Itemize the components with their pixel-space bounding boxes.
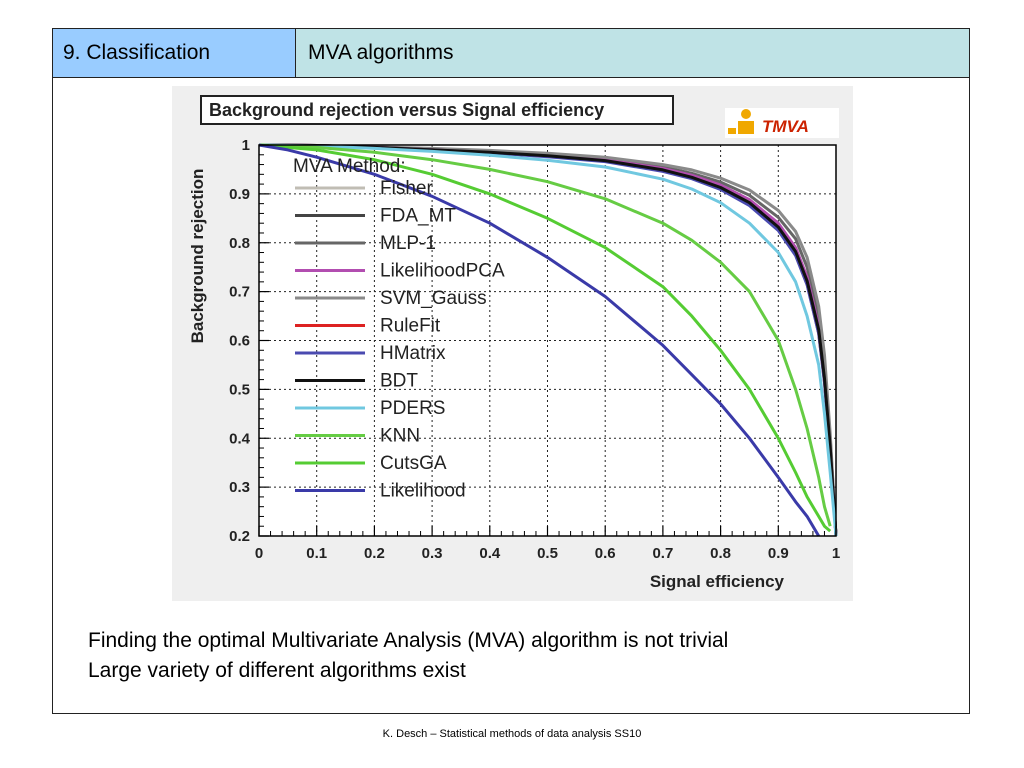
series-lines	[258, 143, 838, 537]
roc-chart-panel: 0 0.1 0.2 0.3 0.4 0.5 0.6 0.7 0.8 0.9 1 0.2 0.3 0.4 0.…	[172, 86, 853, 601]
y-tick-label: 0.6	[229, 333, 250, 350]
chart-title-box	[200, 95, 674, 125]
chart-title: Background rejection versus Signal effic…	[209, 100, 604, 120]
body-line-1: Finding the optimal Multivariate Analysi…	[88, 629, 729, 652]
logo-person-icon	[741, 109, 751, 119]
series-line-cutsga	[258, 143, 832, 533]
logo-block-shape	[728, 128, 736, 134]
legend: MVA Method:Fisher FDA_MT MLP-1 LikelihoodPC…	[293, 156, 505, 502]
x-tick-label: 0.1	[306, 545, 327, 562]
logo-text: TMVA	[762, 117, 809, 136]
legend-label: BDT	[380, 371, 418, 392]
legend-title: MVA Method:	[293, 156, 406, 177]
section-title: 9. Classification	[52, 28, 296, 78]
legend-label: PDERS	[380, 398, 445, 419]
topic-title: MVA algorithms	[295, 28, 970, 78]
body-line-2: Large variety of different algorithms ex…	[88, 659, 466, 682]
x-axis-label: Signal efficiency	[650, 572, 785, 591]
grid-lines	[259, 145, 836, 536]
x-tick-label: 0	[255, 545, 263, 562]
legend-label: KNN	[380, 426, 420, 447]
x-tick-label: 0.7	[652, 545, 673, 562]
series-line-pders	[258, 143, 838, 537]
y-tick-label: 0.7	[229, 284, 250, 301]
x-tick-label: 0.3	[422, 545, 443, 562]
topic-title-text: MVA algorithms	[308, 41, 454, 64]
series-line-likelihood	[258, 143, 820, 537]
axis-ticks: 0 0.1 0.2 0.3 0.4 0.5 0.6 0.7 0.8 0.9 1 0.2 0.3 0.4 0.…	[229, 137, 840, 562]
plot-frame	[258, 144, 837, 537]
y-tick-label: 0.3	[229, 479, 250, 496]
x-tick-label: 0.8	[710, 545, 731, 562]
x-tick-label: 0.4	[479, 545, 501, 562]
legend-label: RuleFit	[380, 316, 441, 337]
y-axis-label: Background rejection	[188, 169, 207, 344]
x-tick-label: 1	[832, 545, 840, 562]
section-title-text: 9. Classification	[63, 41, 211, 64]
y-tick-label: 0.5	[229, 381, 250, 398]
y-tick-label: 0.9	[229, 186, 250, 203]
x-tick-label: 0.2	[364, 545, 385, 562]
y-tick-label: 0.2	[229, 528, 250, 545]
x-tick-label: 0.9	[768, 545, 789, 562]
legend-label: SVM_Gauss	[380, 288, 487, 309]
legend-label: LikelihoodPCA	[380, 261, 505, 282]
x-tick-label: 0.5	[537, 545, 558, 562]
x-tick-label: 0.6	[595, 545, 616, 562]
legend-label: HMatrix	[380, 343, 446, 364]
legend-label: Fisher	[380, 178, 433, 199]
roc-chart: 0 0.1 0.2 0.3 0.4 0.5 0.6 0.7 0.8 0.9 1 0.2 0.3 0.4 0.…	[172, 86, 853, 601]
y-tick-label: 0.4	[229, 430, 251, 447]
logo-body-shape	[738, 121, 754, 134]
legend-label: FDA_MT	[380, 206, 456, 227]
legend-label: MLP-1	[380, 233, 436, 254]
series-line-knn	[258, 143, 832, 527]
y-tick-label: 1	[242, 137, 250, 154]
legend-label: Likelihood	[380, 481, 466, 502]
y-tick-label: 0.8	[229, 235, 250, 252]
footer-text: K. Desch – Statistical methods of data a…	[382, 728, 642, 740]
body-text: Finding the optimal Multivariate Analysi…	[88, 626, 728, 686]
tmva-logo: TMVA	[725, 108, 839, 138]
legend-label: CutsGA	[380, 453, 447, 474]
